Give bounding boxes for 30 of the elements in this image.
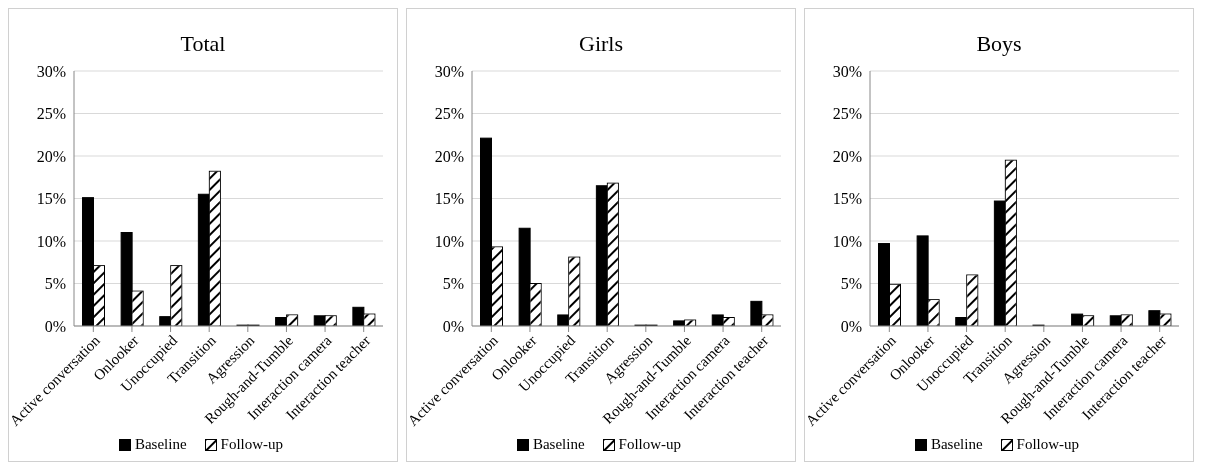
y-tick-label: 15% — [832, 190, 862, 208]
y-tick-label: 10% — [36, 232, 66, 250]
y-tick-label: 0% — [44, 317, 66, 335]
y-tick-label: 5% — [442, 275, 464, 293]
y-tick-label: 30% — [36, 62, 66, 80]
y-tick-label: 15% — [434, 190, 464, 208]
y-tick-label: 0% — [442, 317, 464, 335]
y-tick-label: 0% — [840, 317, 862, 335]
legend-label: Follow-up — [618, 436, 682, 453]
y-tick-label: 5% — [44, 275, 66, 293]
y-tick-label: 20% — [832, 147, 862, 165]
y-tick-label: 25% — [832, 105, 862, 123]
y-tick-label: 5% — [840, 275, 862, 293]
legend-label: Follow-up — [220, 436, 284, 453]
y-tick-label: 25% — [434, 105, 464, 123]
legend-label: Follow-up — [1016, 436, 1080, 453]
y-tick-label: 10% — [832, 232, 862, 250]
chart-title: Girls — [578, 31, 624, 58]
y-tick-label: 15% — [36, 190, 66, 208]
y-tick-label: 30% — [832, 62, 862, 80]
chart-title: Total — [179, 31, 227, 58]
y-tick-label: 10% — [434, 232, 464, 250]
y-tick-label: 20% — [36, 147, 66, 165]
legend-label: Baseline — [134, 436, 187, 453]
legend-label: Baseline — [930, 436, 983, 453]
chart-title: Boys — [975, 31, 1023, 58]
legend-label: Baseline — [532, 436, 585, 453]
y-tick-label: 30% — [434, 62, 464, 80]
y-tick-label: 25% — [36, 105, 66, 123]
y-tick-label: 20% — [434, 147, 464, 165]
